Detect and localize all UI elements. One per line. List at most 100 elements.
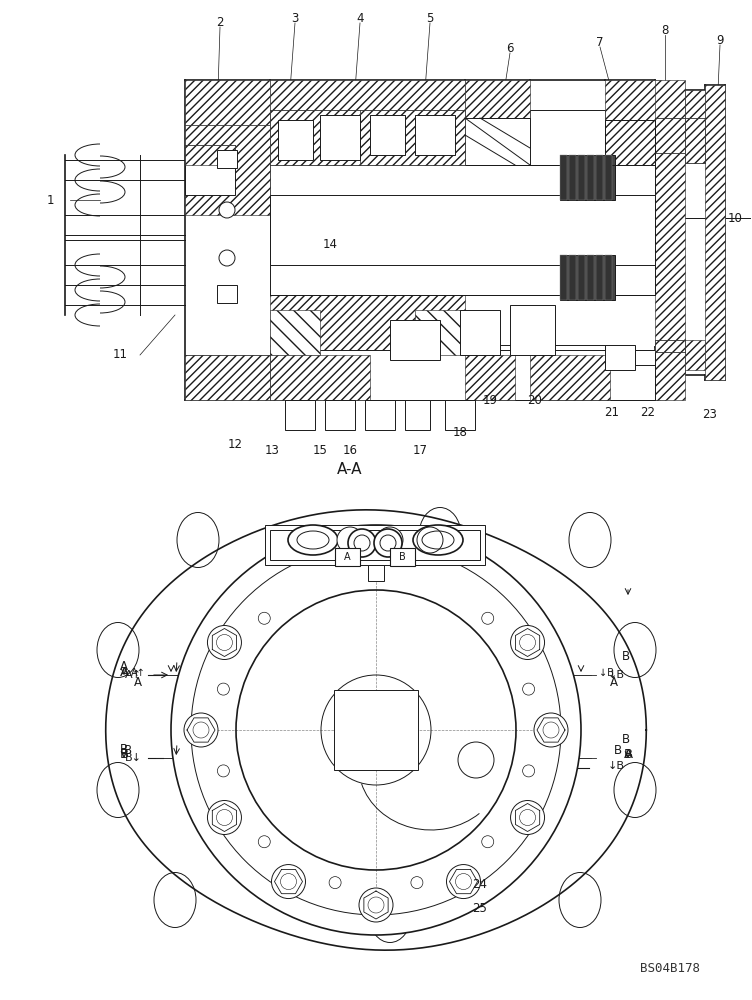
Bar bbox=[390, 320, 440, 360]
Bar bbox=[569, 155, 576, 200]
Text: 2: 2 bbox=[217, 15, 224, 28]
Circle shape bbox=[208, 626, 241, 660]
Bar bbox=[685, 90, 705, 120]
Bar bbox=[685, 118, 705, 163]
Text: 21: 21 bbox=[605, 406, 620, 418]
Bar bbox=[217, 150, 237, 168]
Bar bbox=[510, 305, 555, 355]
Text: ↓B: ↓B bbox=[599, 668, 614, 678]
Bar bbox=[270, 355, 370, 400]
Ellipse shape bbox=[288, 525, 338, 555]
Circle shape bbox=[417, 527, 443, 553]
Text: A: A bbox=[344, 552, 350, 562]
Ellipse shape bbox=[413, 525, 463, 555]
Text: B: B bbox=[124, 744, 132, 756]
Text: B: B bbox=[120, 743, 128, 756]
Text: B: B bbox=[623, 748, 632, 762]
Bar bbox=[325, 400, 355, 430]
Bar bbox=[320, 115, 360, 160]
Text: 15: 15 bbox=[313, 444, 327, 456]
Bar bbox=[605, 155, 612, 200]
Text: 19: 19 bbox=[483, 393, 498, 406]
Bar bbox=[605, 355, 660, 400]
Circle shape bbox=[348, 529, 376, 557]
Circle shape bbox=[374, 529, 402, 557]
Bar bbox=[655, 340, 685, 352]
Bar bbox=[285, 400, 315, 430]
Text: A↑: A↑ bbox=[125, 670, 141, 680]
Text: 14: 14 bbox=[323, 238, 338, 251]
Bar bbox=[605, 120, 655, 165]
Bar bbox=[185, 355, 665, 400]
Text: 1: 1 bbox=[47, 194, 53, 207]
Bar bbox=[265, 525, 485, 565]
Text: A-A: A-A bbox=[337, 462, 362, 478]
Bar bbox=[596, 155, 603, 200]
Bar bbox=[185, 125, 270, 215]
Text: 24: 24 bbox=[472, 879, 487, 892]
Text: B: B bbox=[399, 552, 405, 562]
Bar bbox=[445, 400, 475, 430]
Bar bbox=[465, 80, 530, 118]
Bar bbox=[705, 85, 725, 380]
Text: B: B bbox=[622, 733, 630, 746]
Circle shape bbox=[219, 202, 235, 218]
Bar bbox=[270, 110, 360, 165]
Bar bbox=[185, 145, 235, 165]
Bar bbox=[587, 255, 594, 300]
Bar bbox=[217, 285, 237, 303]
Text: A↑: A↑ bbox=[131, 668, 145, 678]
Circle shape bbox=[208, 800, 241, 834]
Bar bbox=[270, 195, 655, 265]
Bar bbox=[560, 255, 567, 300]
Text: B↓: B↓ bbox=[125, 753, 141, 763]
Bar bbox=[370, 115, 405, 155]
Bar bbox=[270, 80, 465, 110]
Text: B: B bbox=[622, 650, 630, 663]
Bar bbox=[685, 118, 705, 163]
Bar bbox=[530, 355, 610, 400]
Circle shape bbox=[377, 527, 403, 553]
Text: 12: 12 bbox=[228, 438, 242, 452]
Text: ↓B: ↓B bbox=[608, 761, 624, 771]
Bar bbox=[270, 295, 465, 355]
Bar bbox=[655, 118, 685, 153]
Bar bbox=[560, 155, 567, 200]
Bar bbox=[405, 400, 430, 430]
Bar bbox=[578, 155, 585, 200]
Bar bbox=[605, 120, 655, 165]
Bar bbox=[360, 110, 465, 165]
Bar bbox=[390, 548, 415, 566]
Bar bbox=[270, 350, 655, 400]
Text: 5: 5 bbox=[426, 11, 434, 24]
Text: A: A bbox=[134, 676, 142, 690]
Bar bbox=[560, 155, 615, 200]
Circle shape bbox=[447, 865, 481, 899]
Circle shape bbox=[271, 865, 305, 899]
Bar bbox=[185, 145, 235, 195]
Text: 7: 7 bbox=[596, 35, 604, 48]
Circle shape bbox=[171, 525, 581, 935]
Bar bbox=[270, 110, 465, 165]
Bar bbox=[596, 255, 603, 300]
Text: A: A bbox=[120, 666, 129, 678]
Text: 20: 20 bbox=[528, 393, 542, 406]
Bar bbox=[560, 255, 615, 300]
Bar bbox=[270, 530, 480, 560]
Bar bbox=[635, 350, 655, 365]
Bar bbox=[365, 400, 395, 430]
Circle shape bbox=[337, 527, 363, 553]
Text: A: A bbox=[120, 660, 128, 673]
Text: A: A bbox=[610, 676, 618, 690]
Bar bbox=[270, 310, 320, 355]
Bar bbox=[655, 340, 685, 352]
Text: 3: 3 bbox=[291, 11, 299, 24]
Circle shape bbox=[511, 800, 544, 834]
Circle shape bbox=[534, 713, 568, 747]
Polygon shape bbox=[465, 118, 530, 165]
Circle shape bbox=[359, 888, 393, 922]
Text: 6: 6 bbox=[506, 41, 514, 54]
Polygon shape bbox=[185, 80, 730, 420]
Text: 25: 25 bbox=[472, 902, 487, 914]
Text: ↓B: ↓B bbox=[608, 670, 624, 680]
